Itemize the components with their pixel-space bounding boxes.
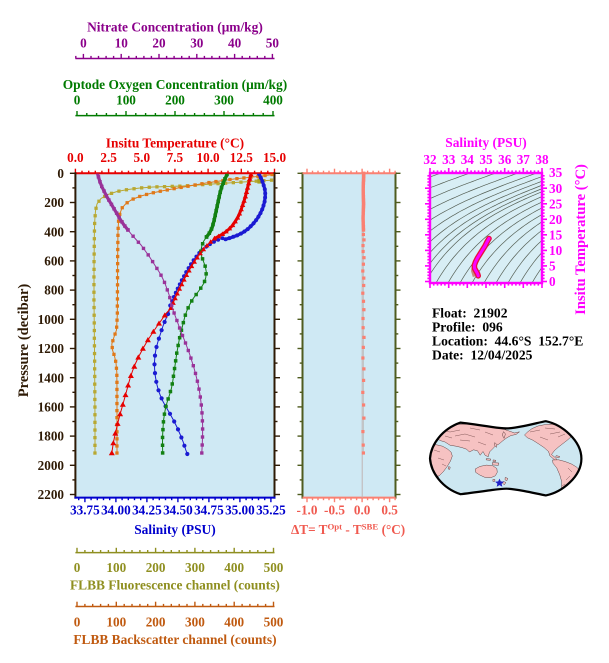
svg-text:34.25: 34.25 <box>132 503 162 518</box>
svg-text:50: 50 <box>266 36 280 51</box>
svg-text:Date: 12/04/2025: Date: 12/04/2025 <box>432 348 533 363</box>
svg-text:2.5: 2.5 <box>100 150 117 165</box>
svg-text:0: 0 <box>57 166 64 181</box>
svg-text:36: 36 <box>498 152 512 167</box>
svg-text:0: 0 <box>549 274 556 289</box>
svg-text:15: 15 <box>549 227 563 242</box>
svg-text:Profile: 096: Profile: 096 <box>432 320 503 335</box>
svg-text:Nitrate Concentration (μm/kg): Nitrate Concentration (μm/kg) <box>87 20 263 35</box>
svg-text:300: 300 <box>185 615 205 630</box>
svg-text:200: 200 <box>146 560 166 575</box>
svg-text:30: 30 <box>549 181 563 196</box>
svg-text:34.50: 34.50 <box>163 503 193 518</box>
svg-text:Optode Oxygen Concentration (μ: Optode Oxygen Concentration (μm/kg) <box>63 77 287 92</box>
svg-text:0.0: 0.0 <box>354 503 371 518</box>
svg-text:38: 38 <box>535 152 549 167</box>
svg-text:34.75: 34.75 <box>194 503 224 518</box>
svg-text:400: 400 <box>224 560 244 575</box>
svg-text:2000: 2000 <box>38 458 65 473</box>
svg-text:400: 400 <box>263 93 283 108</box>
svg-text:15.0: 15.0 <box>263 150 286 165</box>
svg-text:10.0: 10.0 <box>197 150 220 165</box>
svg-text:37: 37 <box>517 152 531 167</box>
svg-text:Float: 21902: Float: 21902 <box>432 306 508 321</box>
svg-text:20: 20 <box>549 212 563 227</box>
svg-text:30: 30 <box>190 36 204 51</box>
svg-text:1800: 1800 <box>38 429 65 444</box>
svg-text:1000: 1000 <box>38 312 65 327</box>
svg-text:34: 34 <box>461 152 475 167</box>
svg-text:0: 0 <box>74 615 81 630</box>
svg-text:35.00: 35.00 <box>225 503 255 518</box>
svg-text:40: 40 <box>228 36 242 51</box>
svg-text:1400: 1400 <box>38 370 65 385</box>
svg-text:Insitu Temperature (°C): Insitu Temperature (°C) <box>573 164 589 315</box>
svg-text:300: 300 <box>185 560 205 575</box>
svg-text:7.5: 7.5 <box>167 150 184 165</box>
svg-text:0.0: 0.0 <box>67 150 84 165</box>
svg-text:25: 25 <box>549 196 563 211</box>
svg-text:1600: 1600 <box>38 400 65 415</box>
svg-text:500: 500 <box>264 615 284 630</box>
svg-text:35: 35 <box>549 165 563 180</box>
svg-text:-0.5: -0.5 <box>324 503 345 518</box>
svg-text:100: 100 <box>116 93 136 108</box>
svg-text:Location: 44.6°S 152.7°E: Location: 44.6°S 152.7°E <box>432 334 583 349</box>
svg-text:10: 10 <box>549 243 563 258</box>
svg-text:32: 32 <box>423 152 437 167</box>
svg-text:300: 300 <box>214 93 234 108</box>
svg-text:33: 33 <box>442 152 456 167</box>
svg-text:35.25: 35.25 <box>256 503 286 518</box>
svg-text:500: 500 <box>264 560 284 575</box>
svg-text:35: 35 <box>479 152 493 167</box>
svg-text:200: 200 <box>146 615 166 630</box>
svg-text:-1.0: -1.0 <box>297 503 318 518</box>
svg-text:Insitu Temperature (°C): Insitu Temperature (°C) <box>106 136 244 151</box>
svg-text:FLBB Backscatter channel (coun: FLBB Backscatter channel (counts) <box>73 632 276 647</box>
svg-text:0: 0 <box>74 560 81 575</box>
svg-text:Salinity (PSU): Salinity (PSU) <box>134 522 215 537</box>
svg-text:200: 200 <box>165 93 185 108</box>
svg-text:5: 5 <box>549 259 556 274</box>
svg-text:200: 200 <box>44 195 64 210</box>
svg-text:ΔT= TOpt - TSBE (°C): ΔT= TOpt - TSBE (°C) <box>291 522 405 538</box>
svg-text:800: 800 <box>44 283 64 298</box>
svg-text:FLBB Fluorescence channel (cou: FLBB Fluorescence channel (counts) <box>70 578 280 593</box>
svg-text:Pressure (decibar): Pressure (decibar) <box>16 284 32 398</box>
svg-text:100: 100 <box>106 560 126 575</box>
svg-text:600: 600 <box>44 254 64 269</box>
svg-text:Salinity (PSU): Salinity (PSU) <box>445 135 526 150</box>
svg-text:400: 400 <box>44 224 64 239</box>
svg-text:0: 0 <box>80 36 87 51</box>
svg-text:12.5: 12.5 <box>230 150 253 165</box>
svg-text:10: 10 <box>115 36 129 51</box>
svg-text:2200: 2200 <box>38 487 65 502</box>
svg-text:5.0: 5.0 <box>134 150 151 165</box>
svg-text:400: 400 <box>224 615 244 630</box>
svg-text:20: 20 <box>152 36 166 51</box>
svg-text:33.75: 33.75 <box>70 503 100 518</box>
svg-text:100: 100 <box>106 615 126 630</box>
svg-text:34.00: 34.00 <box>101 503 131 518</box>
svg-text:0: 0 <box>74 93 81 108</box>
svg-text:0.5: 0.5 <box>381 503 398 518</box>
svg-text:1200: 1200 <box>38 341 65 356</box>
